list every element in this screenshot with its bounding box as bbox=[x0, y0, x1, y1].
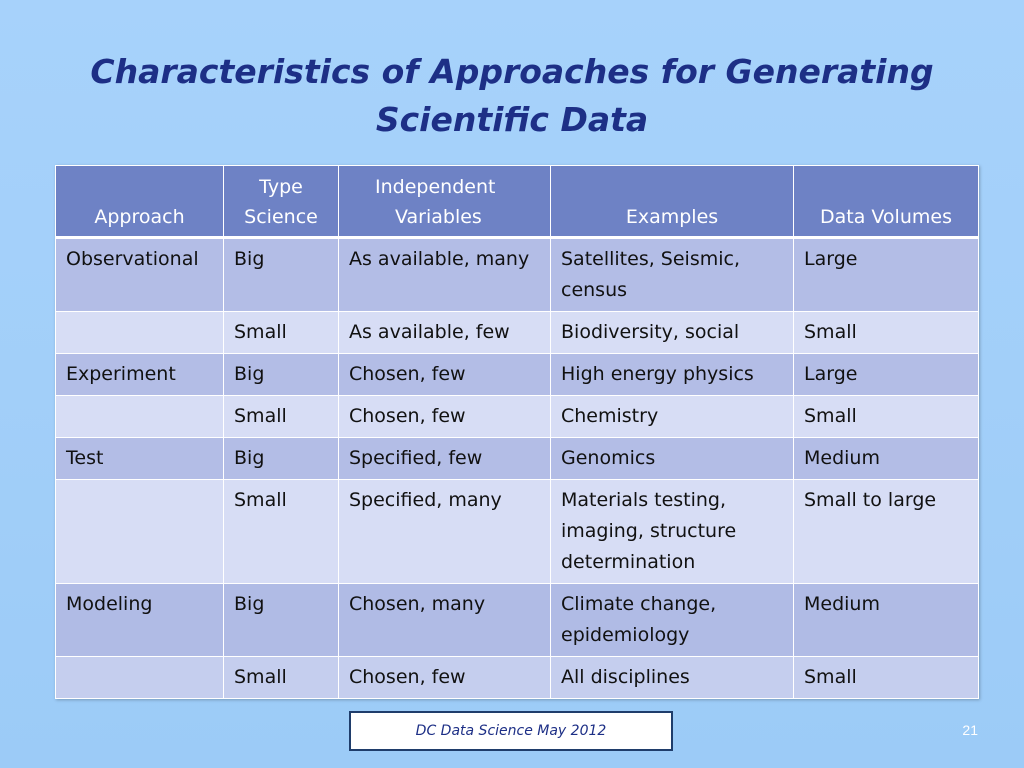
page-number: 21 bbox=[962, 722, 978, 738]
table-row: Experiment Big Chosen, few High energy p… bbox=[55, 353, 979, 396]
table-row: Observational Big As available, many Sat… bbox=[55, 237, 979, 312]
cell-examples: Climate change, epidemiology bbox=[550, 583, 794, 657]
cell-examples: Satellites, Seismic, census bbox=[550, 237, 794, 312]
cell-volume: Small to large bbox=[793, 479, 979, 584]
header-data-volumes: Data Volumes bbox=[793, 165, 979, 239]
cell-approach bbox=[55, 479, 224, 584]
cell-type: Small bbox=[223, 656, 339, 699]
cell-approach bbox=[55, 395, 224, 438]
cell-variables: Specified, few bbox=[338, 437, 551, 480]
table-row: Test Big Specified, few Genomics Medium bbox=[55, 437, 979, 480]
header-examples: Examples bbox=[550, 165, 794, 239]
table-row: Small Chosen, few All disciplines Small bbox=[55, 656, 979, 699]
cell-volume: Medium bbox=[793, 437, 979, 480]
cell-variables: Chosen, few bbox=[338, 395, 551, 438]
cell-approach: Test bbox=[55, 437, 224, 480]
cell-type: Big bbox=[223, 583, 339, 657]
cell-type: Big bbox=[223, 437, 339, 480]
table-header-row: Approach Type Science Independent Variable… bbox=[55, 165, 979, 239]
header-approach: Approach bbox=[55, 165, 224, 239]
cell-approach: Observational bbox=[55, 237, 224, 312]
cell-type: Small bbox=[223, 311, 339, 354]
cell-approach: Modeling bbox=[55, 583, 224, 657]
cell-examples: High energy physics bbox=[550, 353, 794, 396]
cell-variables: As available, many bbox=[338, 237, 551, 312]
cell-volume: Large bbox=[793, 237, 979, 312]
cell-volume: Small bbox=[793, 395, 979, 438]
cell-type: Big bbox=[223, 353, 339, 396]
table-row: Small As available, few Biodiversity, so… bbox=[55, 311, 979, 354]
slide-title-line-1: Characteristics of Approaches for Genera… bbox=[90, 52, 934, 91]
cell-approach: Experiment bbox=[55, 353, 224, 396]
cell-type: Small bbox=[223, 479, 339, 584]
cell-volume: Small bbox=[793, 656, 979, 699]
slide-title-line-2: Scientific Data bbox=[375, 100, 649, 139]
table-row: Small Chosen, few Chemistry Small bbox=[55, 395, 979, 438]
cell-approach bbox=[55, 656, 224, 699]
cell-approach bbox=[55, 311, 224, 354]
footer-label: DC Data Science May 2012 bbox=[349, 711, 673, 751]
table-row: Small Specified, many Materials testing,… bbox=[55, 479, 979, 584]
cell-variables: Chosen, few bbox=[338, 656, 551, 699]
table-row: Modeling Big Chosen, many Climate change… bbox=[55, 583, 979, 657]
slide-title: Characteristics of Approaches for Genera… bbox=[40, 48, 984, 144]
header-independent-variables: Independent Variables bbox=[338, 165, 551, 239]
cell-variables: Chosen, many bbox=[338, 583, 551, 657]
cell-volume: Large bbox=[793, 353, 979, 396]
approaches-table: Approach Type Science Independent Variable… bbox=[55, 165, 979, 699]
cell-volume: Small bbox=[793, 311, 979, 354]
cell-variables: Specified, many bbox=[338, 479, 551, 584]
header-type-science: Type Science bbox=[223, 165, 339, 239]
cell-variables: As available, few bbox=[338, 311, 551, 354]
cell-examples: All disciplines bbox=[550, 656, 794, 699]
cell-volume: Medium bbox=[793, 583, 979, 657]
cell-examples: Chemistry bbox=[550, 395, 794, 438]
cell-type: Big bbox=[223, 237, 339, 312]
cell-examples: Genomics bbox=[550, 437, 794, 480]
cell-examples: Materials testing, imaging, structure de… bbox=[550, 479, 794, 584]
cell-variables: Chosen, few bbox=[338, 353, 551, 396]
cell-type: Small bbox=[223, 395, 339, 438]
cell-examples: Biodiversity, social bbox=[550, 311, 794, 354]
